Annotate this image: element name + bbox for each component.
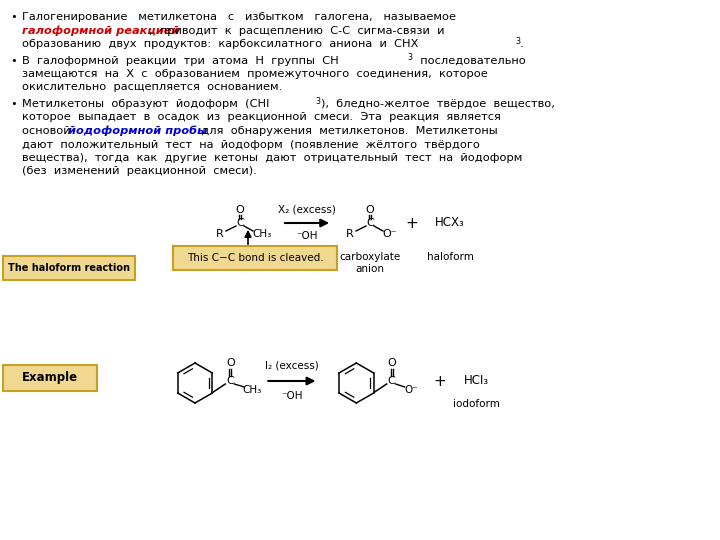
Text: дают  положительный  тест  на  йодоформ  (появление  жёлтого  твёрдого: дают положительный тест на йодоформ (поя…: [22, 139, 480, 150]
Text: I₂ (excess): I₂ (excess): [265, 361, 319, 371]
Text: последовательно: последовательно: [413, 56, 526, 65]
Text: C: C: [227, 376, 234, 386]
Text: anion: anion: [356, 264, 384, 274]
FancyBboxPatch shape: [3, 365, 97, 391]
Text: CH₃: CH₃: [253, 229, 271, 239]
Text: haloform: haloform: [426, 252, 474, 262]
Text: для  обнаружения  метилкетонов.  Метилкетоны: для обнаружения метилкетонов. Метилкетон…: [194, 126, 498, 136]
Text: O: O: [366, 205, 374, 215]
Text: .: .: [520, 39, 523, 49]
Text: 3: 3: [315, 97, 320, 106]
Text: HCI₃: HCI₃: [464, 375, 489, 388]
Text: O⁻: O⁻: [383, 229, 397, 239]
Text: ⁻OH: ⁻OH: [281, 391, 302, 401]
Text: замещаются  на  Х  с  образованием  промежуточного  соединения,  которое: замещаются на Х с образованием промежуто…: [22, 69, 487, 79]
Text: X₂ (excess): X₂ (excess): [278, 204, 336, 214]
Text: O: O: [226, 358, 235, 368]
Text: основой: основой: [22, 126, 78, 136]
Text: C: C: [366, 218, 374, 228]
Text: CH₃: CH₃: [243, 385, 262, 395]
Text: Метилкетоны  образуют  йодоформ  (СНI: Метилкетоны образуют йодоформ (СНI: [22, 99, 269, 109]
Text: carboxylate: carboxylate: [339, 252, 400, 262]
Text: •: •: [10, 56, 17, 65]
Text: +: +: [405, 215, 418, 231]
Text: iodoform: iodoform: [453, 399, 500, 409]
Text: C: C: [236, 218, 244, 228]
Text: йодоформной пробы: йодоформной пробы: [68, 126, 207, 137]
Text: Галогенирование   метилкетона   с   избытком   галогена,   называемое: Галогенирование метилкетона с избытком г…: [22, 12, 456, 22]
Text: The haloform reaction: The haloform reaction: [8, 263, 130, 273]
Text: This C−C bond is cleaved.: This C−C bond is cleaved.: [186, 253, 323, 263]
Text: R: R: [216, 229, 224, 239]
Text: вещества),  тогда  как  другие  кетоны  дают  отрицательный  тест  на  йодоформ: вещества), тогда как другие кетоны дают …: [22, 153, 523, 163]
Text: окислительно  расщепляется  основанием.: окислительно расщепляется основанием.: [22, 83, 282, 92]
Text: •: •: [10, 12, 17, 22]
Text: O: O: [235, 205, 244, 215]
Text: ,  приводит  к  расщеплению  С-С  сигма-связи  и: , приводит к расщеплению С-С сигма-связи…: [149, 25, 444, 36]
Text: галоформной реакцией: галоформной реакцией: [22, 25, 179, 36]
Text: O⁻: O⁻: [405, 385, 418, 395]
Text: образованию  двух  продуктов:  карбоксилатного  аниона  и  СНХ: образованию двух продуктов: карбоксилатн…: [22, 39, 418, 49]
Text: 3: 3: [515, 37, 520, 46]
Text: C: C: [388, 376, 395, 386]
Text: ⁻OH: ⁻OH: [296, 231, 318, 241]
Text: +: +: [433, 374, 446, 388]
Text: которое  выпадает  в  осадок  из  реакционной  смеси.  Эта  реакция  является: которое выпадает в осадок из реакционной…: [22, 112, 501, 123]
Text: HCX₃: HCX₃: [435, 217, 465, 230]
Text: 3: 3: [407, 53, 412, 63]
FancyBboxPatch shape: [173, 246, 337, 270]
Text: R: R: [346, 229, 354, 239]
Text: (без  изменений  реакционной  смеси).: (без изменений реакционной смеси).: [22, 166, 257, 177]
FancyBboxPatch shape: [3, 256, 135, 280]
Text: ),  бледно-желтое  твёрдое  вещество,: ), бледно-желтое твёрдое вещество,: [321, 99, 555, 109]
Text: •: •: [10, 99, 17, 109]
Text: O: O: [387, 358, 396, 368]
Text: В  галоформной  реакции  три  атома  Н  группы  СН: В галоформной реакции три атома Н группы…: [22, 56, 338, 65]
Text: Example: Example: [22, 372, 78, 384]
